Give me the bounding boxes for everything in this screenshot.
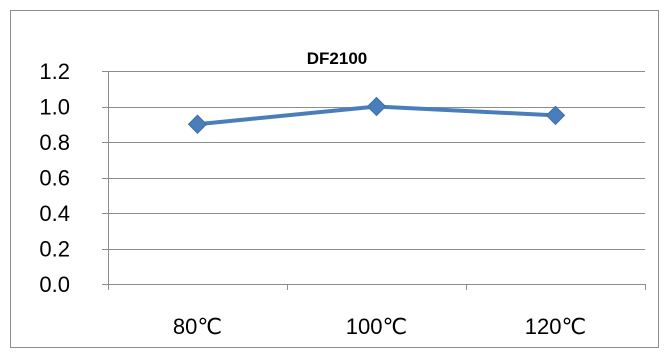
series bbox=[187, 96, 566, 134]
x-tick-label: 80℃ bbox=[173, 314, 222, 339]
x-tick-label: 120℃ bbox=[525, 314, 586, 339]
x-tick-labels: 80℃ 100℃ 120℃ bbox=[173, 314, 586, 339]
y-tick-label: 1.0 bbox=[39, 95, 70, 120]
chart-title: DF2100 bbox=[307, 49, 367, 68]
data-point bbox=[545, 105, 566, 126]
y-tick-labels: 0.0 0.2 0.4 0.6 0.8 1.0 1.2 bbox=[39, 59, 70, 297]
y-tick-label: 0.6 bbox=[39, 166, 70, 191]
axes bbox=[102, 71, 646, 290]
y-tick-label: 0.8 bbox=[39, 130, 70, 155]
y-tick-label: 0.2 bbox=[39, 237, 70, 262]
y-tick-label: 1.2 bbox=[39, 59, 70, 84]
data-point bbox=[187, 114, 208, 134]
data-point bbox=[366, 96, 387, 117]
x-tick-label: 100℃ bbox=[346, 314, 407, 339]
y-tick-label: 0.0 bbox=[39, 272, 70, 297]
y-tick-label: 0.4 bbox=[39, 201, 70, 226]
